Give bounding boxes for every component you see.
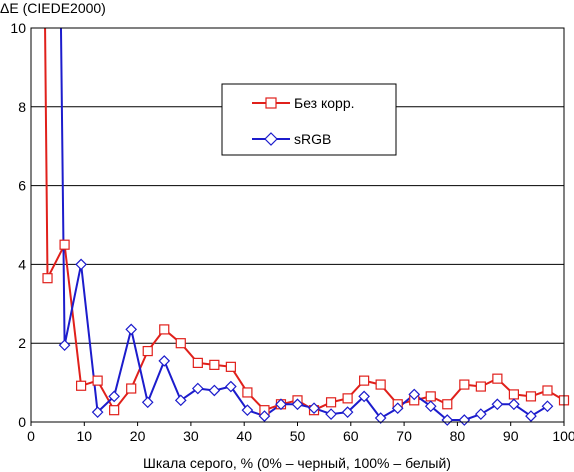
x-tick-label: 0 [27, 428, 35, 444]
data-point-bez-korr [126, 383, 137, 394]
y-tick-label: 6 [18, 178, 26, 194]
x-tick-label: 50 [290, 428, 306, 444]
data-point-srgb [391, 402, 404, 415]
data-point-srgb [258, 410, 271, 422]
data-point-bez-korr [109, 405, 120, 416]
data-point-bez-korr [359, 375, 370, 386]
x-tick-label: 90 [503, 428, 519, 444]
legend-label-srgb: sRGB [294, 131, 331, 147]
legend-box [221, 83, 397, 156]
data-point-srgb [158, 355, 171, 367]
data-point-bez-korr [42, 273, 53, 284]
y-axis-label: ΔE (CIEDE2000) [0, 0, 106, 16]
data-point-srgb [358, 390, 370, 403]
data-point-bez-korr [159, 324, 170, 335]
x-axis-label: Шкала серого, % (0% – черный, 100% – бел… [143, 455, 451, 471]
data-point-bez-korr [525, 391, 537, 402]
x-tick-label: 100 [552, 428, 574, 444]
data-point-bez-korr [475, 381, 486, 392]
data-point-bez-korr [425, 391, 436, 402]
data-point-bez-korr [342, 393, 353, 404]
y-tick-label: 8 [18, 99, 26, 115]
data-point-srgb [225, 380, 237, 393]
y-tick-label: 0 [18, 414, 26, 430]
x-tick-label: 70 [396, 428, 412, 444]
data-point-bez-korr [92, 375, 103, 386]
legend: Без корр. sRGB [221, 83, 397, 156]
data-point-bez-korr [325, 397, 337, 408]
x-tick-label: 20 [130, 428, 146, 444]
legend-marker-srgb [264, 132, 278, 146]
y-tick-label: 2 [18, 335, 26, 351]
data-point-bez-korr [375, 379, 386, 390]
data-point-srgb [141, 396, 154, 409]
data-point-bez-korr [508, 389, 519, 400]
y-tick-label: 10 [10, 20, 26, 36]
data-point-srgb [91, 406, 104, 418]
data-point-srgb [241, 404, 254, 417]
x-tick-label: 80 [450, 428, 466, 444]
data-point-srgb [174, 394, 187, 407]
data-point-bez-korr [209, 359, 220, 370]
series-markers [42, 239, 570, 426]
data-point-srgb [525, 410, 537, 422]
legend-label-bez-korr: Без корр. [294, 95, 355, 111]
data-point-srgb [541, 400, 554, 413]
data-point-srgb [308, 402, 320, 415]
data-point-srgb [341, 406, 354, 418]
data-point-srgb [58, 339, 71, 352]
data-point-srgb [75, 258, 87, 271]
data-point-srgb [108, 390, 120, 403]
legend-marker-bez-korr [265, 97, 277, 109]
data-point-bez-korr [59, 239, 70, 250]
data-point-srgb [325, 408, 337, 420]
y-tick-label: 4 [18, 256, 26, 272]
data-point-srgb [458, 414, 471, 426]
x-axis-ticks: 0 10 20 30 40 50 60 70 80 90 100 [27, 422, 574, 444]
data-point-bez-korr [175, 338, 186, 349]
data-point-bez-korr [492, 373, 503, 384]
data-point-bez-korr [442, 399, 453, 410]
data-point-srgb [508, 398, 520, 411]
data-point-srgb [291, 398, 304, 411]
data-point-srgb [208, 384, 221, 397]
y-axis-ticks: 0 2 4 6 8 10 [10, 20, 26, 430]
data-point-srgb [424, 400, 437, 413]
x-tick-label: 60 [343, 428, 359, 444]
data-point-bez-korr [542, 385, 553, 396]
data-point-srgb [374, 412, 387, 424]
data-point-srgb [441, 414, 454, 426]
x-tick-label: 30 [183, 428, 199, 444]
data-point-bez-korr [242, 387, 253, 398]
data-point-bez-korr [225, 361, 236, 372]
data-point-srgb [475, 408, 487, 420]
data-point-bez-korr [142, 345, 153, 357]
data-point-bez-korr [459, 379, 470, 390]
x-tick-label: 10 [77, 428, 93, 444]
data-point-srgb [125, 323, 138, 336]
data-point-srgb [191, 382, 204, 395]
x-tick-label: 40 [236, 428, 252, 444]
data-point-srgb [408, 388, 421, 401]
data-point-bez-korr [192, 357, 203, 368]
data-point-srgb [275, 398, 287, 411]
data-point-srgb [491, 398, 504, 411]
data-point-bez-korr [76, 380, 87, 391]
